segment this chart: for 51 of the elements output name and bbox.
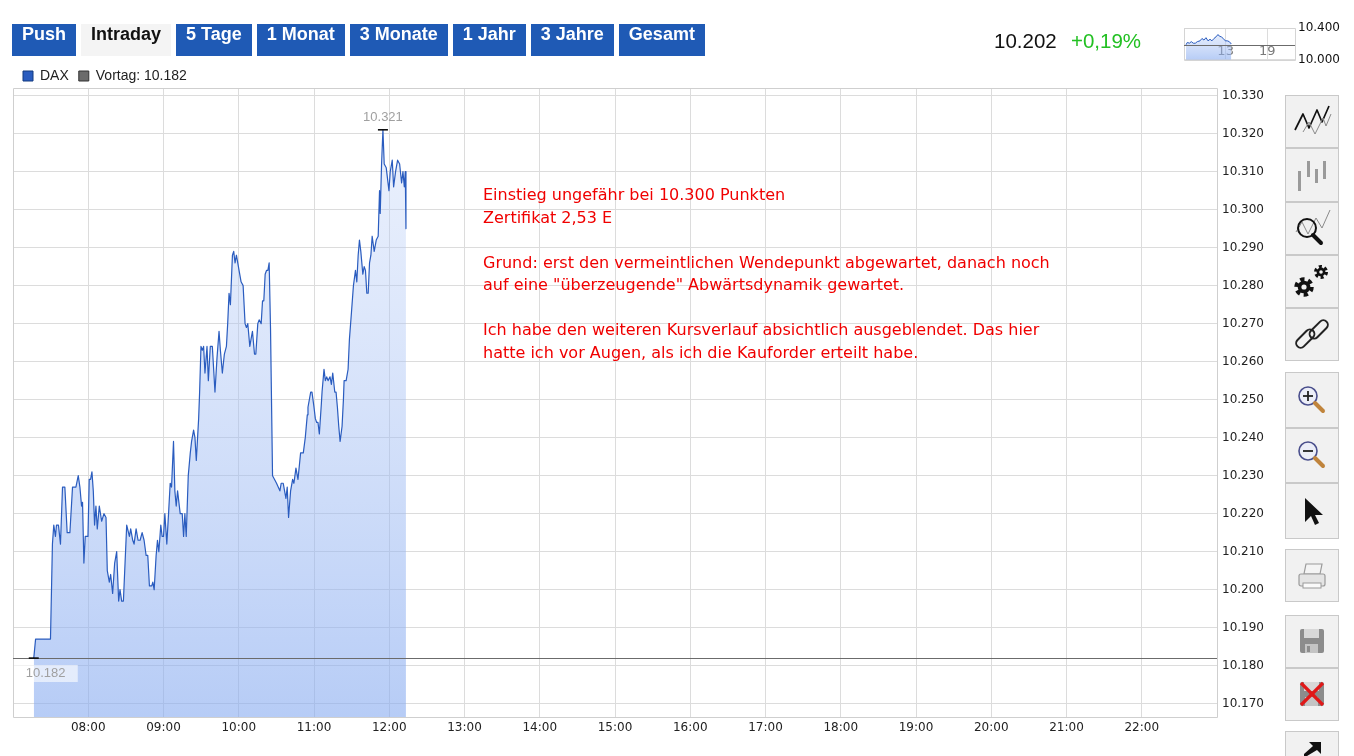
y-tick-label: 10.290 [1222,239,1264,254]
y-tick-label: 10.250 [1222,391,1264,406]
x-tick-label: 09:00 [146,720,181,735]
y-tick-label: 10.330 [1222,87,1264,102]
tab-button: Intraday [81,24,172,56]
y-tick-label: 10.270 [1222,315,1264,330]
x-tick-label: 22:00 [1124,720,1160,735]
x-tick-label: 20:00 [973,720,1009,735]
y-tick-label: 10.230 [1222,467,1264,482]
x-tick-label: 14:00 [522,720,558,735]
tab-button: 1 Jahr [452,24,526,56]
annotation: 10.321 [363,109,403,125]
text: 10.202 [994,28,1057,54]
y-tick-label: 10.310 [1222,163,1264,178]
y-tick-label: 10.190 [1222,619,1264,634]
text: Einstieg ungefähr bei 10.300 Punkten Zertifikat 2,53 E Grund: erst den vermeintlichen Wendepunkt abgewartet, danach noch auf eine "überzeugende" Abwärtsdynamik gewartet. Ich habe den weiteren Kursverlauf absichtlich ausgeblendet. Das hier hatte ich vor Augen, als ich die Kauforder erteilt habe. [483,185,1050,362]
tab-button: Push [12,24,76,56]
y-tick-label: 10.000 [1298,51,1340,66]
x-tick-label: 12:00 [371,720,407,735]
y-tick-label: 10.400 [1298,20,1340,35]
x-tick-label: 21:00 [1049,720,1084,735]
legend-label: Vortag: 10.182 [95,66,188,83]
y-tick-label: 10.300 [1222,201,1264,216]
y-tick-label: 10.170 [1222,695,1264,710]
y-tick-label: 10.180 [1222,657,1264,672]
y-tick-label: 10.240 [1222,429,1264,444]
tab-button: 3 Jahre [530,24,614,56]
x-tick-label: 08:00 [70,720,106,735]
legend-label: DAX [40,66,70,83]
x-tick-label: 16:00 [672,720,708,735]
x-tick-label: 10:00 [221,720,257,735]
x-tick-label: 11:00 [296,720,332,735]
y-tick-label: 10.280 [1222,277,1264,292]
y-tick-label: 10.320 [1222,125,1264,140]
y-tick-label: 10.220 [1222,505,1264,520]
text: +0,19% [1071,28,1142,54]
tab-button: Gesamt [618,24,705,56]
annotation: 10.182 [25,665,66,681]
x-tick-label: 17:00 [748,720,783,735]
x-tick-label: 13 [1217,43,1234,59]
x-tick-label: 15:00 [597,720,633,735]
x-tick-label: 18:00 [823,720,859,735]
tab-button: 3 Monate [349,24,448,56]
x-tick-label: 13:00 [447,720,482,735]
x-tick-label: 19 [1258,43,1276,59]
y-tick-label: 10.210 [1222,543,1264,558]
y-tick-label: 10.260 [1222,353,1264,368]
tab-button: 1 Monat [256,24,345,56]
tab-button: 5 Tage [176,24,252,56]
x-tick-label: 19:00 [898,720,934,735]
y-tick-label: 10.200 [1222,581,1264,596]
